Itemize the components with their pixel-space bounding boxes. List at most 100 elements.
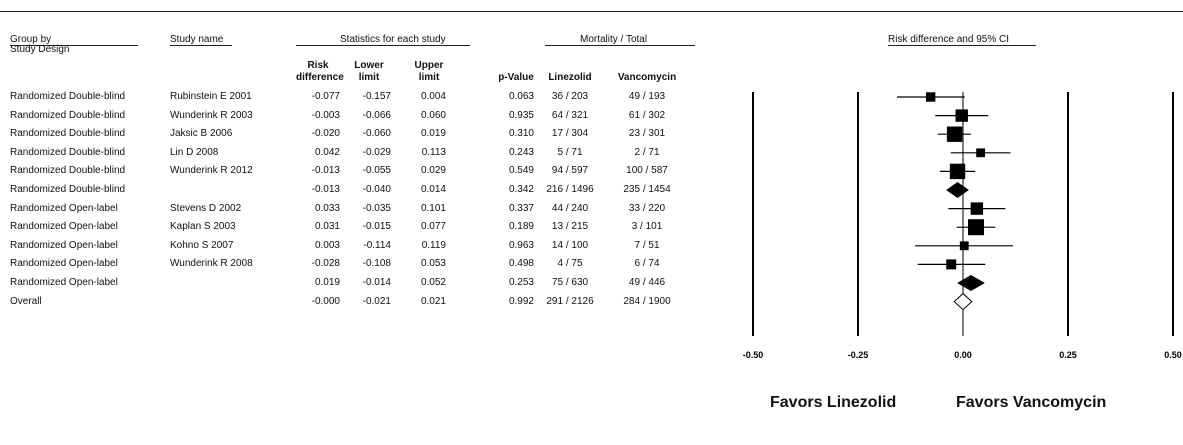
x-tick-label: -0.50 (743, 350, 764, 360)
mortality-group-underline (545, 45, 695, 46)
upper-limit-header: Upper limit (414, 60, 444, 83)
linezolid-cell: 75 / 630 (551, 277, 589, 288)
vancomycin-cell: 235 / 1454 (623, 184, 671, 195)
study-cell: Lin D 2008 (170, 146, 219, 158)
group-cell: Randomized Open-label (10, 277, 118, 288)
study-cell: Kaplan S 2003 (170, 221, 236, 233)
effect-marker (976, 148, 986, 158)
p-value-cell: 0.963 (508, 239, 534, 251)
upper-limit-cell: 0.014 (420, 184, 446, 195)
lower-limit-cell: -0.014 (362, 277, 391, 288)
group-cell: Randomized Double-blind (10, 165, 126, 177)
group-cell: Randomized Open-label (10, 258, 118, 270)
p-value-cell: 0.243 (508, 146, 534, 158)
linezolid-cell: 44 / 240 (551, 202, 589, 214)
vancomycin-cell: 49 / 446 (628, 277, 666, 288)
linezolid-cell: 94 / 597 (551, 165, 589, 177)
risk-difference-cell: -0.013 (311, 165, 340, 177)
p-value-cell: 0.253 (508, 277, 534, 288)
x-tick-label: 0.00 (954, 350, 972, 360)
linezolid-cell: 291 / 2126 (546, 295, 594, 307)
effect-marker (949, 163, 966, 180)
effect-marker (946, 259, 957, 270)
favors-vancomycin-label: Favors Vancomycin (956, 394, 1107, 411)
linezolid-cell: 216 / 1496 (546, 184, 594, 195)
p-value-cell: 0.549 (508, 165, 534, 177)
effect-marker (925, 92, 936, 102)
group-cell: Randomized Double-blind (10, 109, 126, 121)
upper-limit-cell: 0.077 (420, 221, 446, 233)
vancomycin-cell: 49 / 193 (628, 91, 666, 102)
upper-limit-cell: 0.029 (420, 165, 446, 177)
upper-limit-cell: 0.004 (420, 91, 446, 102)
vancomycin-cell: 23 / 301 (628, 128, 666, 140)
risk-difference-cell: -0.028 (311, 258, 340, 270)
risk-difference-cell: -0.020 (311, 128, 340, 140)
risk-difference-cell: -0.077 (311, 91, 340, 102)
risk-difference-cell: -0.003 (311, 109, 340, 121)
effect-marker (970, 202, 984, 215)
linezolid-cell: 36 / 203 (551, 91, 589, 102)
lower-limit-cell: -0.108 (362, 258, 391, 270)
upper-limit-cell: 0.021 (420, 295, 446, 307)
effect-marker (955, 109, 968, 122)
study-cell: Wunderink R 2012 (170, 165, 253, 177)
risk-difference-cell: -0.000 (311, 295, 340, 307)
lower-limit-cell: -0.015 (362, 221, 391, 233)
vancomycin-cell: 284 / 1900 (623, 295, 671, 307)
upper-limit-cell: 0.053 (420, 258, 446, 270)
p-value-cell: 0.189 (508, 221, 534, 233)
upper-limit-cell: 0.052 (420, 277, 446, 288)
x-tick-label: -0.25 (848, 350, 869, 360)
vancomycin-cell: 61 / 302 (628, 109, 666, 121)
group-cell: Randomized Open-label (10, 239, 118, 251)
plot-title-underline (888, 45, 1036, 46)
lower-limit-cell: -0.114 (363, 239, 391, 251)
study-cell: Jaksic B 2006 (170, 128, 233, 140)
stats-group-header: Statistics for each study (340, 34, 446, 45)
study-cell: Kohno S 2007 (170, 239, 234, 251)
vancomycin-cell: 33 / 220 (628, 202, 666, 214)
lower-limit-cell: -0.055 (362, 165, 391, 177)
p-value-cell: 0.935 (508, 109, 534, 121)
risk-difference-cell: 0.031 (314, 221, 340, 233)
vancomycin-cell: 3 / 101 (631, 221, 663, 233)
linezolid-header: Linezolid (548, 72, 592, 83)
risk-difference-cell: 0.042 (314, 146, 340, 158)
lower-limit-cell: -0.021 (362, 295, 391, 307)
lower-limit-cell: -0.060 (362, 128, 391, 140)
group-cell: Randomized Double-blind (10, 128, 126, 140)
p-value-cell: 0.498 (508, 258, 534, 270)
favors-linezolid-label: Favors Linezolid (770, 394, 897, 411)
p-value-cell: 0.063 (508, 91, 534, 102)
p-value-cell: 0.342 (508, 184, 534, 195)
study-name-underline (170, 45, 232, 46)
study-cell: Stevens D 2002 (170, 202, 242, 214)
group-cell: Overall (10, 295, 42, 307)
group-cell: Randomized Open-label (10, 221, 118, 233)
overall-diamond (953, 292, 973, 311)
lower-limit-cell: -0.066 (362, 109, 391, 121)
risk-difference-cell: -0.013 (311, 184, 340, 195)
x-tick-label: 0.25 (1059, 350, 1077, 360)
study-cell: Wunderink R 2003 (170, 109, 253, 121)
subtotal-diamond (957, 275, 985, 291)
plot-title: Risk difference and 95% CI (888, 34, 1009, 45)
upper-limit-cell: 0.019 (420, 128, 446, 140)
p-value-header: p-Value (498, 72, 534, 83)
p-value-cell: 0.992 (508, 295, 534, 307)
top-rule (0, 11, 1183, 12)
p-value-cell: 0.337 (508, 202, 534, 214)
vancomycin-cell: 7 / 51 (634, 239, 660, 251)
group-cell: Randomized Double-blind (10, 184, 126, 195)
vancomycin-cell: 100 / 587 (626, 165, 668, 177)
lower-limit-cell: -0.040 (362, 184, 391, 195)
upper-limit-cell: 0.101 (420, 202, 446, 214)
group-cell: Randomized Double-blind (10, 91, 126, 102)
effect-marker (959, 241, 969, 251)
study-design-header: Study Design (10, 44, 70, 55)
vancomycin-cell: 2 / 71 (634, 146, 660, 158)
linezolid-cell: 17 / 304 (551, 128, 589, 140)
group-by-header: Group by (10, 34, 52, 45)
vancomycin-header: Vancomycin (617, 72, 677, 83)
